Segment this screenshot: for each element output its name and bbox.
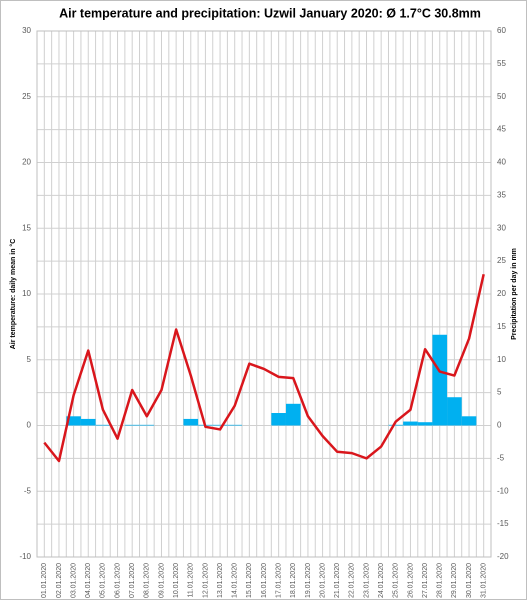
y2-tick-label: 5 (497, 388, 502, 397)
y2-tick-label: 40 (497, 158, 506, 167)
bar (183, 418, 199, 426)
x-tick-label: 06.01.2020 (114, 563, 121, 598)
temperature-line (43, 273, 485, 463)
y-tick-label: 25 (22, 92, 31, 101)
y2-tick-label: 30 (497, 223, 506, 232)
x-tick-label: 17.01.2020 (275, 563, 282, 598)
x-tick-label: 27.01.2020 (422, 563, 429, 598)
bar (271, 413, 286, 426)
x-tick-label: 16.01.2020 (261, 563, 268, 598)
x-tick-label: 23.01.2020 (363, 563, 370, 598)
bar (461, 416, 477, 426)
x-tick-label: 09.01.2020 (158, 563, 165, 598)
x-tick-label: 12.01.2020 (202, 563, 209, 598)
bar (388, 424, 404, 426)
bar (212, 424, 228, 426)
y2-tick-label: 20 (497, 289, 506, 298)
y2-tick-label: 15 (497, 322, 506, 331)
y2-axis-title: Precipitation per day in mm (511, 248, 518, 340)
y2-tick-label: 10 (497, 355, 506, 364)
x-tick-label: 14.01.2020 (232, 563, 239, 598)
x-tick-label: 24.01.2020 (378, 563, 385, 598)
x-tick-label: 21.01.2020 (334, 563, 341, 598)
x-tick-label: 10.01.2020 (173, 563, 180, 598)
bar (432, 334, 448, 426)
x-tick-label: 11.01.2020 (188, 563, 195, 598)
x-tick-label: 18.01.2020 (290, 563, 297, 598)
x-tick-label: 29.01.2020 (451, 563, 458, 598)
x-tick-label: 02.01.2020 (56, 563, 63, 598)
x-tick-label: 26.01.2020 (407, 563, 414, 598)
y-tick-label: 15 (22, 223, 31, 232)
y-tick-label: 0 (27, 421, 32, 430)
y-tick-label: 30 (22, 26, 31, 35)
y2-tick-label: -15 (497, 519, 509, 528)
x-tick-label: 30.01.2020 (466, 563, 473, 598)
x-tick-label: 04.01.2020 (85, 563, 92, 598)
y-tick-label: 20 (22, 158, 31, 167)
chart-title: Air temperature and precipitation: Uzwil… (59, 6, 481, 20)
x-tick-label: 13.01.2020 (217, 563, 224, 598)
x-tick-label: 22.01.2020 (349, 563, 356, 598)
x-tick-label: 07.01.2020 (129, 563, 136, 598)
bar (447, 397, 462, 426)
x-tick-label: 15.01.2020 (246, 563, 253, 598)
bar (80, 418, 96, 426)
bar (95, 424, 111, 426)
y-tick-label: -5 (24, 486, 32, 495)
x-tick-label: 05.01.2020 (100, 563, 107, 598)
bar (66, 416, 81, 426)
x-tick-label: 20.01.2020 (319, 563, 326, 598)
bar (417, 422, 433, 426)
x-tick-label: 25.01.2020 (393, 563, 400, 598)
bar (124, 424, 140, 426)
y2-tick-label: -10 (497, 486, 509, 495)
y2-tick-label: 60 (497, 26, 506, 35)
x-tick-label: 19.01.2020 (305, 563, 312, 598)
x-tick-label: 08.01.2020 (144, 563, 151, 598)
y-axis-title: Air temperature: daily mean in °C (9, 239, 17, 350)
bar (227, 424, 243, 426)
plot-border (36, 30, 492, 558)
y2-tick-label: -5 (497, 453, 505, 462)
x-tick-label: 31.01.2020 (481, 563, 488, 598)
y2-tick-label: 0 (497, 421, 502, 430)
y2-tick-label: 55 (497, 59, 506, 68)
x-tick-label: 03.01.2020 (70, 563, 77, 598)
bar (139, 424, 155, 426)
y-tick-label: 10 (22, 289, 31, 298)
y2-tick-label: 35 (497, 190, 506, 199)
y2-tick-label: 50 (497, 92, 506, 101)
y-tick-label: -10 (19, 552, 31, 561)
y2-tick-label: -20 (497, 552, 509, 561)
bar (285, 403, 301, 426)
x-tick-label: 01.01.2020 (41, 563, 48, 598)
y2-tick-label: 25 (497, 256, 506, 265)
x-tick-label: 28.01.2020 (437, 563, 444, 598)
y2-tick-label: 45 (497, 125, 506, 134)
bar (403, 421, 418, 426)
y-tick-label: 5 (27, 355, 32, 364)
